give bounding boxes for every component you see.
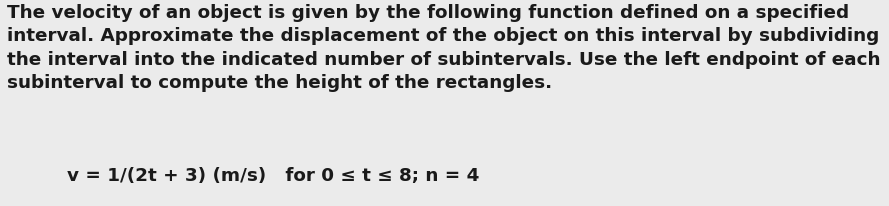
Text: v = 1/(2t + 3) (m/s)   for 0 ≤ t ≤ 8; n = 4: v = 1/(2t + 3) (m/s) for 0 ≤ t ≤ 8; n = … <box>67 167 479 185</box>
Text: The velocity of an object is given by the following function defined on a specif: The velocity of an object is given by th… <box>7 4 881 92</box>
